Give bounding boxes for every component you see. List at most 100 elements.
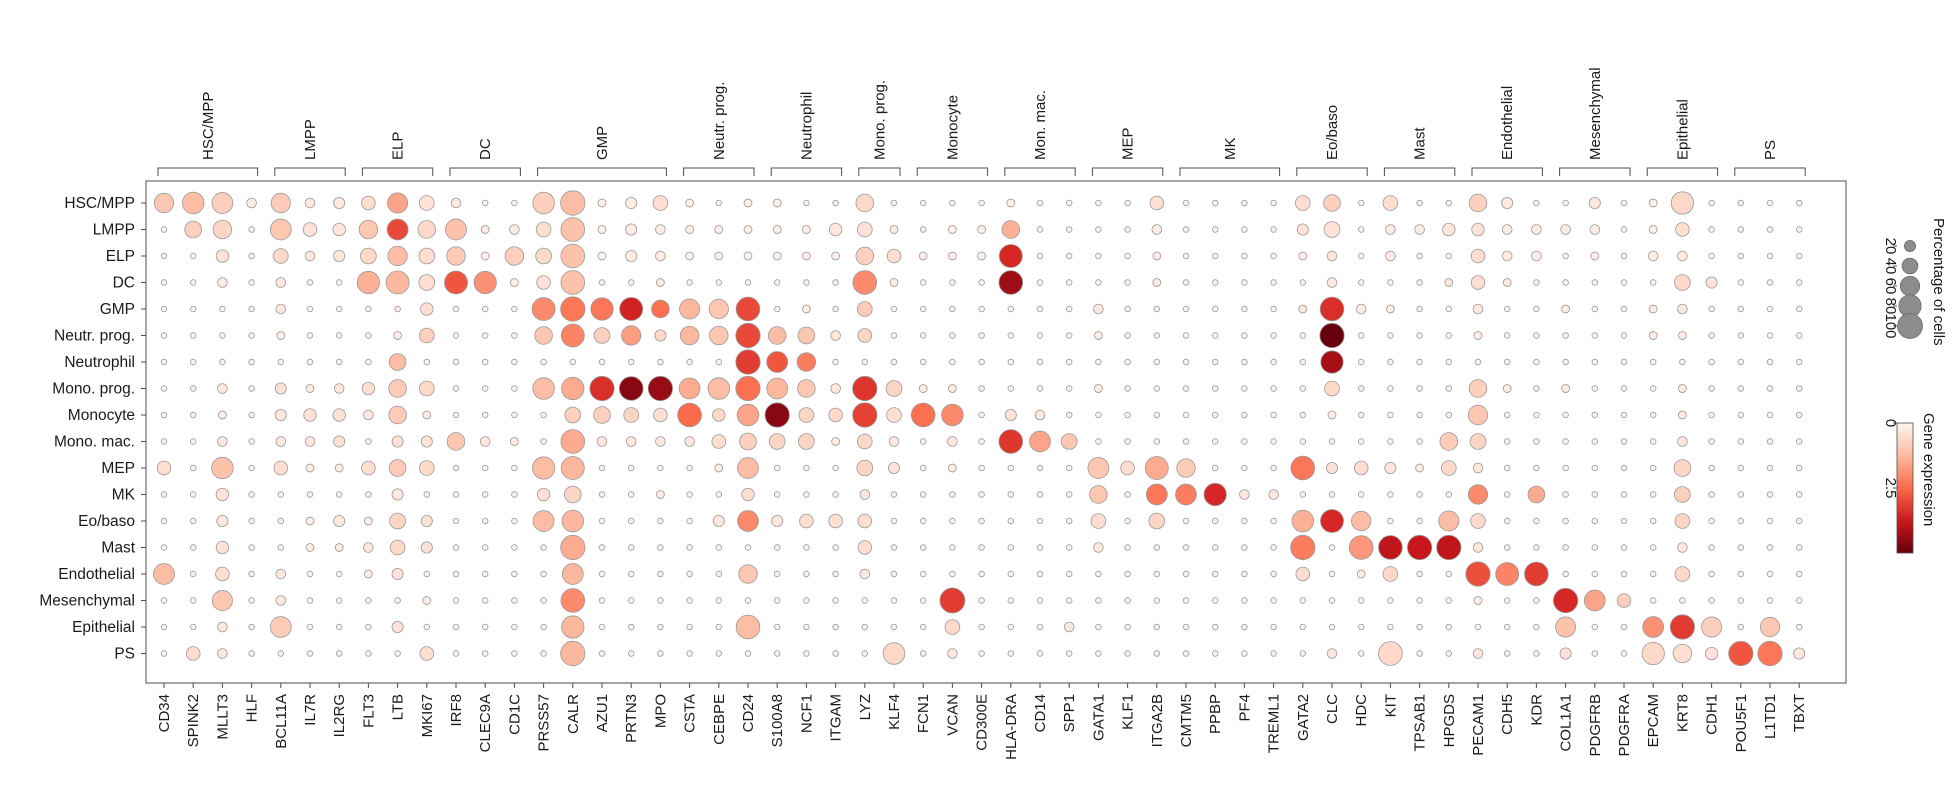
expression-dot (1066, 491, 1073, 498)
expression-dot (949, 570, 956, 578)
expression-dot (1326, 250, 1338, 262)
group-label: GMP (594, 126, 611, 160)
expression-dot (334, 543, 344, 552)
expression-dot (764, 402, 790, 428)
expression-dot (859, 489, 871, 500)
expression-dot (920, 332, 927, 339)
expression-dot (1175, 483, 1197, 506)
expression-dot (1152, 251, 1162, 261)
plot-frame (145, 180, 1847, 684)
expression-dot (715, 199, 722, 207)
expression-dot (211, 456, 234, 480)
expression-dot (920, 570, 927, 578)
expression-dot (772, 198, 782, 208)
expression-dot (1533, 650, 1540, 657)
expression-dot (1416, 491, 1423, 498)
expression-dot (948, 225, 957, 234)
gene-label: KLF1 (1120, 694, 1137, 730)
expression-dot (365, 438, 372, 445)
expression-dot (1737, 226, 1744, 233)
expression-dot (886, 248, 902, 264)
expression-dot (1679, 358, 1686, 366)
expression-dot (1679, 597, 1686, 604)
expression-dot (882, 642, 906, 665)
expression-dot (998, 429, 1024, 454)
expression-dot (1469, 433, 1487, 450)
expression-dot (1353, 460, 1369, 476)
expression-dot (1212, 226, 1219, 233)
expression-dot (450, 197, 462, 209)
expression-dot (628, 517, 635, 525)
expression-dot (560, 296, 586, 322)
expression-dot (1796, 597, 1803, 604)
expression-dot (949, 332, 956, 339)
expression-dot (1439, 432, 1459, 451)
expression-dot (181, 191, 205, 215)
expression-dot (1241, 464, 1248, 472)
expression-dot (1562, 570, 1569, 578)
expression-dot (1212, 358, 1219, 366)
expression-dot (1650, 385, 1657, 392)
expression-dot (1212, 517, 1219, 525)
expression-dot (482, 544, 489, 551)
expression-dot (419, 327, 435, 344)
gene-label: KIT (1382, 694, 1399, 717)
expression-dot (1708, 411, 1715, 419)
expression-dot (1095, 597, 1102, 604)
expression-dot (1766, 332, 1774, 339)
expression-dot (275, 303, 287, 315)
expression-dot (1533, 385, 1540, 392)
expression-dot (1326, 462, 1338, 474)
expression-dot (920, 358, 927, 366)
expression-dot (1650, 358, 1657, 366)
expression-dot (596, 436, 608, 447)
expression-dot (305, 384, 315, 393)
expression-dot (1387, 517, 1394, 525)
expression-dot (712, 408, 726, 422)
expression-dot (1036, 385, 1044, 392)
expression-dot (1007, 332, 1014, 339)
expression-dot (534, 326, 553, 345)
expression-dot (1007, 491, 1014, 498)
expression-dot (774, 279, 781, 286)
expression-dot (832, 358, 839, 366)
expression-dot (711, 434, 727, 449)
expression-dot (1708, 252, 1715, 260)
expression-dot (1036, 252, 1044, 260)
expression-dot (511, 199, 518, 207)
expression-dot (598, 570, 606, 578)
expression-dot (246, 197, 257, 209)
expression-dot (657, 570, 664, 578)
expression-dot (452, 464, 460, 472)
group-label: Monocyte (944, 95, 961, 160)
expression-dot (619, 297, 644, 321)
expression-dot (560, 243, 586, 269)
expression-dot (1445, 650, 1452, 657)
expression-dot (652, 195, 669, 211)
expression-dot (1241, 650, 1248, 657)
gene-label: TREML1 (1266, 694, 1283, 753)
expression-dot (1504, 650, 1511, 657)
expression-dot (1358, 332, 1365, 339)
expression-dot (768, 433, 786, 450)
expression-dot (1326, 648, 1338, 659)
expression-dot (532, 377, 555, 400)
expression-dot (333, 515, 346, 527)
expression-dot (394, 305, 401, 313)
expression-dot (1149, 195, 1165, 211)
expression-dot (1416, 597, 1423, 604)
expression-dot (978, 597, 985, 604)
expression-dot (1270, 411, 1277, 419)
expression-dot (1591, 358, 1598, 366)
expression-dot (274, 409, 287, 421)
expression-dot (1757, 640, 1783, 667)
expression-dot (1299, 358, 1306, 366)
expression-dot (511, 411, 518, 419)
group-bracket (157, 167, 259, 176)
expression-dot (803, 597, 810, 604)
expression-dot (1270, 464, 1277, 472)
expression-dot (1533, 199, 1540, 207)
expression-dot (978, 491, 985, 498)
expression-dot (738, 564, 758, 584)
